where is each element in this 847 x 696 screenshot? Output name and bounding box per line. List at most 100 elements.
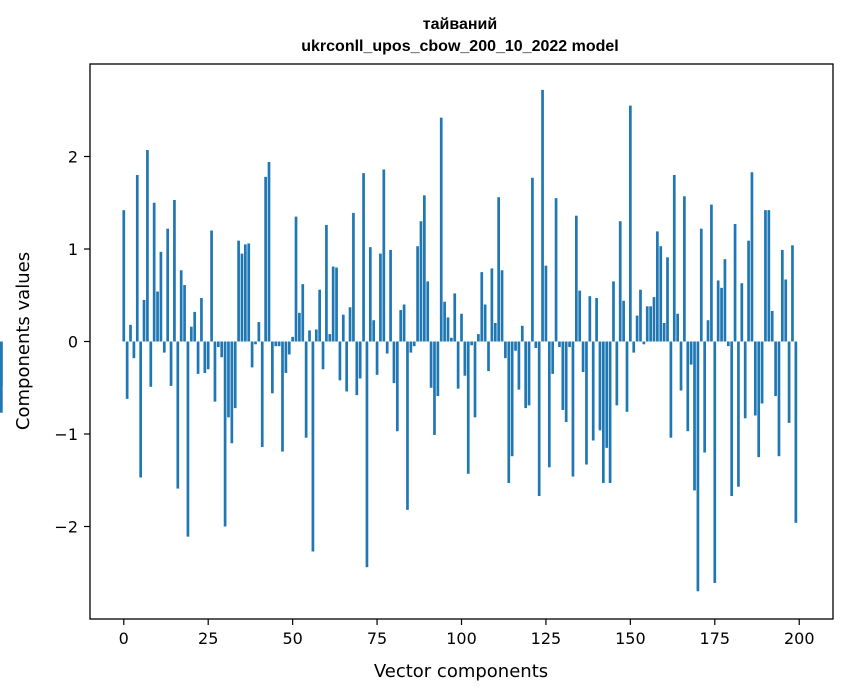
bar xyxy=(531,177,534,342)
bar xyxy=(149,341,153,387)
bar xyxy=(561,341,565,410)
bar xyxy=(152,202,156,342)
bar xyxy=(284,341,288,373)
bar xyxy=(733,224,737,342)
bar xyxy=(750,172,754,342)
bar xyxy=(368,247,372,342)
bar xyxy=(365,341,369,568)
bar xyxy=(737,341,740,487)
bar xyxy=(274,341,278,347)
x-tick-label: 150 xyxy=(615,629,646,648)
bar xyxy=(358,341,362,379)
bar xyxy=(784,279,788,342)
bar xyxy=(558,341,561,348)
bar xyxy=(493,323,497,342)
bar xyxy=(662,323,666,342)
bar xyxy=(507,341,511,484)
bar xyxy=(639,289,642,342)
bar xyxy=(679,341,683,391)
bar xyxy=(409,341,413,353)
bar xyxy=(423,195,426,342)
x-tick-label: 125 xyxy=(531,629,562,648)
bar xyxy=(352,212,355,342)
bar xyxy=(635,315,639,342)
bar xyxy=(125,341,129,399)
bar xyxy=(764,210,767,342)
bar xyxy=(689,341,693,365)
bar xyxy=(767,210,771,342)
bar xyxy=(605,341,609,448)
bar xyxy=(122,210,126,342)
bar xyxy=(267,162,271,342)
bar xyxy=(726,341,730,347)
chart-title-line2: ukrconll_upos_cbow_200_10_2022 model xyxy=(301,38,618,55)
bar xyxy=(183,285,186,342)
bar xyxy=(230,341,234,444)
bar xyxy=(747,240,750,342)
bar xyxy=(176,341,180,489)
bar xyxy=(189,326,193,342)
bar xyxy=(216,341,220,348)
plot-frame xyxy=(89,63,834,620)
bar xyxy=(179,270,183,342)
bar xyxy=(416,246,419,342)
bar xyxy=(314,329,318,342)
bar xyxy=(419,221,423,342)
bar xyxy=(480,272,484,342)
bar xyxy=(791,245,794,342)
bar xyxy=(740,283,744,342)
bar xyxy=(777,341,781,457)
bar xyxy=(564,341,568,422)
bar xyxy=(676,313,679,342)
bar xyxy=(456,341,460,389)
bar xyxy=(699,228,703,342)
x-tick-label: 50 xyxy=(282,629,302,648)
x-tick-label: 75 xyxy=(367,629,387,648)
bar xyxy=(574,215,578,342)
bar xyxy=(186,341,190,537)
bar xyxy=(379,253,382,342)
bar xyxy=(497,197,500,342)
bar xyxy=(537,341,541,496)
bar xyxy=(372,320,376,342)
bar xyxy=(443,301,446,342)
bar xyxy=(710,204,713,342)
bar xyxy=(466,341,470,474)
bar xyxy=(240,253,244,342)
bar xyxy=(669,341,673,438)
bar xyxy=(581,341,585,373)
bar xyxy=(460,313,463,342)
bar xyxy=(362,173,365,342)
bar xyxy=(520,325,524,342)
bar xyxy=(649,306,652,342)
y-tick-label: 1 xyxy=(68,240,78,259)
bar xyxy=(301,284,305,342)
bar xyxy=(429,341,433,388)
bar xyxy=(730,341,734,496)
bar xyxy=(193,311,197,342)
bar xyxy=(554,198,558,342)
bar xyxy=(720,287,723,342)
bar xyxy=(173,199,176,342)
bar xyxy=(162,341,166,353)
bar xyxy=(774,341,777,397)
bar xyxy=(244,244,247,342)
bar xyxy=(213,341,217,402)
bar xyxy=(787,341,791,423)
bar xyxy=(551,341,555,374)
bar xyxy=(294,216,298,342)
bar xyxy=(598,341,602,431)
bar xyxy=(578,290,582,342)
bar xyxy=(433,341,436,435)
bar xyxy=(260,341,264,447)
bar xyxy=(571,341,575,477)
y-tick-label: 2 xyxy=(68,148,78,167)
bar xyxy=(446,317,450,342)
bar xyxy=(527,341,531,406)
bar xyxy=(142,299,146,342)
bar xyxy=(203,341,207,373)
bar xyxy=(281,341,284,452)
bar xyxy=(585,341,588,465)
bar xyxy=(588,296,592,342)
